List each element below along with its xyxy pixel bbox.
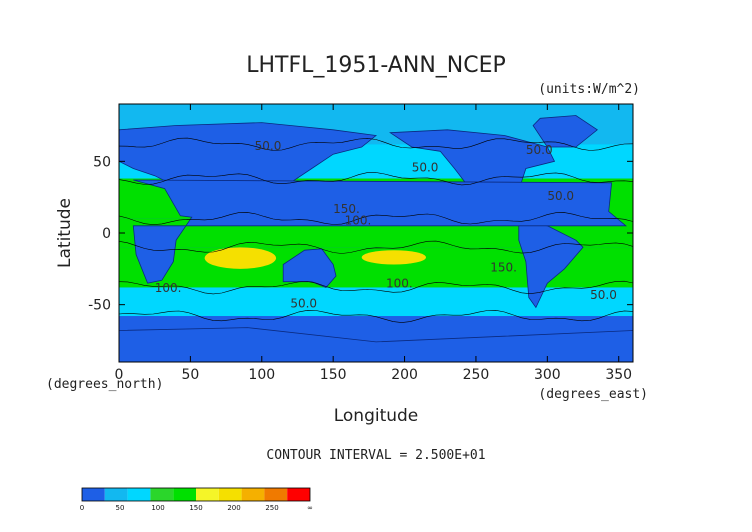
colorbar-swatch — [218, 488, 242, 501]
land-australia — [282, 248, 337, 288]
colorbar-swatch — [150, 488, 174, 501]
x-axis-ticks: 0 50 100 150 200 250 300 350 — [115, 104, 632, 383]
contour-line — [119, 240, 633, 254]
contour-line — [119, 172, 633, 186]
contour-line — [119, 137, 633, 151]
y-unit-label: (degrees_north) — [46, 377, 163, 392]
chart-title: LHTFL_1951-ANN_NCEP — [246, 53, 506, 78]
colorbar-swatch — [173, 488, 196, 501]
y-axis-ticks: 50 0 -50 — [88, 154, 633, 314]
x-tick-label: 300 — [534, 367, 561, 383]
contour-line — [119, 280, 633, 295]
colorbar-swatch — [196, 488, 219, 501]
contour-label: 150. — [333, 202, 360, 216]
colorbar-swatch — [82, 488, 105, 501]
y-tick-label: 50 — [93, 154, 111, 170]
region-s_pacific_max — [361, 250, 426, 265]
colorbar-label: 150 — [189, 504, 202, 512]
x-tick-label: 0 — [115, 367, 124, 383]
colorbar: 0 50 100 150 200 250 ∞ — [80, 487, 313, 512]
colorbar-swatch — [104, 488, 128, 501]
colorbar-label: 100 — [151, 504, 164, 512]
colorbar-label: 0 — [80, 504, 84, 512]
land-south-america — [518, 218, 584, 309]
colorbar-label: 250 — [265, 504, 278, 512]
contour-line — [119, 212, 633, 226]
x-tick-label: 50 — [181, 367, 199, 383]
region-south_midlat — [119, 287, 633, 317]
x-tick-label: 250 — [463, 367, 490, 383]
region-indian_ocean_max — [204, 247, 277, 269]
contour-label: 50.0 — [290, 297, 317, 311]
contour-label: 50.0 — [547, 189, 574, 203]
colorbar-swatch — [127, 488, 151, 501]
units-label: (units:W/m^2) — [538, 82, 640, 97]
land-antarctica — [119, 327, 633, 362]
x-unit-label: (degrees_east) — [538, 387, 648, 402]
contour-label: 100. — [345, 213, 372, 227]
colorbar-label: 200 — [227, 504, 240, 512]
colorbar-swatch — [287, 488, 310, 501]
land-africa — [132, 179, 628, 284]
contour-label: 100. — [155, 281, 182, 295]
x-tick-label: 350 — [605, 367, 632, 383]
contour-label: 50.0 — [526, 143, 553, 157]
y-tick-label: -50 — [88, 298, 111, 314]
colorbar-label: 50 — [116, 504, 125, 512]
x-tick-label: 200 — [391, 367, 418, 383]
contour-interval-text: CONTOUR INTERVAL = 2.500E+01 — [266, 448, 485, 463]
x-axis-label: Longitude — [334, 406, 419, 426]
contour-label-group: 50.050.050.0150.100.50.0150.100.100.50.0… — [155, 139, 617, 311]
land-greenland — [532, 115, 598, 148]
contour-label: 50.0 — [255, 139, 282, 153]
plot-area — [119, 104, 633, 362]
colorbar-swatch — [241, 488, 265, 501]
contour-label: 100. — [386, 276, 413, 290]
contour-lines — [119, 137, 633, 323]
y-tick-label: 0 — [102, 226, 111, 242]
contour-label: 50.0 — [412, 160, 439, 174]
x-tick-label: 150 — [320, 367, 347, 383]
contour-label: 150. — [490, 261, 517, 275]
colorbar-swatch — [264, 488, 288, 501]
land-masses — [119, 115, 633, 362]
y-axis-label: Latitude — [55, 198, 75, 268]
contour-label: 50.0 — [590, 288, 617, 302]
contour-line — [119, 309, 633, 323]
colorbar-frame — [81, 487, 311, 502]
colorbar-label: ∞ — [307, 504, 313, 512]
x-tick-label: 100 — [248, 367, 275, 383]
